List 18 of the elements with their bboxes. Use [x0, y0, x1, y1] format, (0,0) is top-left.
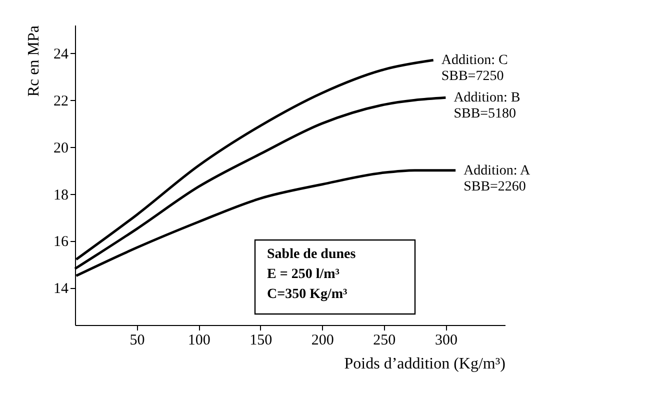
- x-tick-label: 50: [130, 332, 145, 348]
- x-tick-label: 200: [311, 332, 334, 348]
- annotation: Sable de dunes E = 250 l/m³ C=350 Kg/m³: [267, 247, 356, 302]
- y-tick-label: 16: [54, 234, 69, 250]
- x-tick-label: 100: [188, 332, 210, 348]
- y-tick-label: 14: [54, 281, 69, 297]
- y-tick-label: 24: [54, 46, 69, 63]
- x-tick-label: 250: [373, 332, 396, 348]
- y-tick-label: 20: [54, 140, 68, 156]
- series-label: Addition: C SBB=7250: [441, 53, 508, 84]
- x-axis-title: Poids d’addition (Kg/m³): [344, 356, 506, 372]
- y-tick-label: 22: [54, 94, 68, 110]
- x-tick-label: 150: [250, 332, 272, 348]
- series-label: Addition: A SBB=2260: [464, 163, 531, 194]
- y-axis-title: Rc en MPa: [26, 26, 42, 97]
- y-tick-label: 18: [54, 187, 68, 204]
- x-tick-label: 300: [434, 332, 458, 348]
- series-label: Addition: B SBB=5180: [454, 90, 520, 122]
